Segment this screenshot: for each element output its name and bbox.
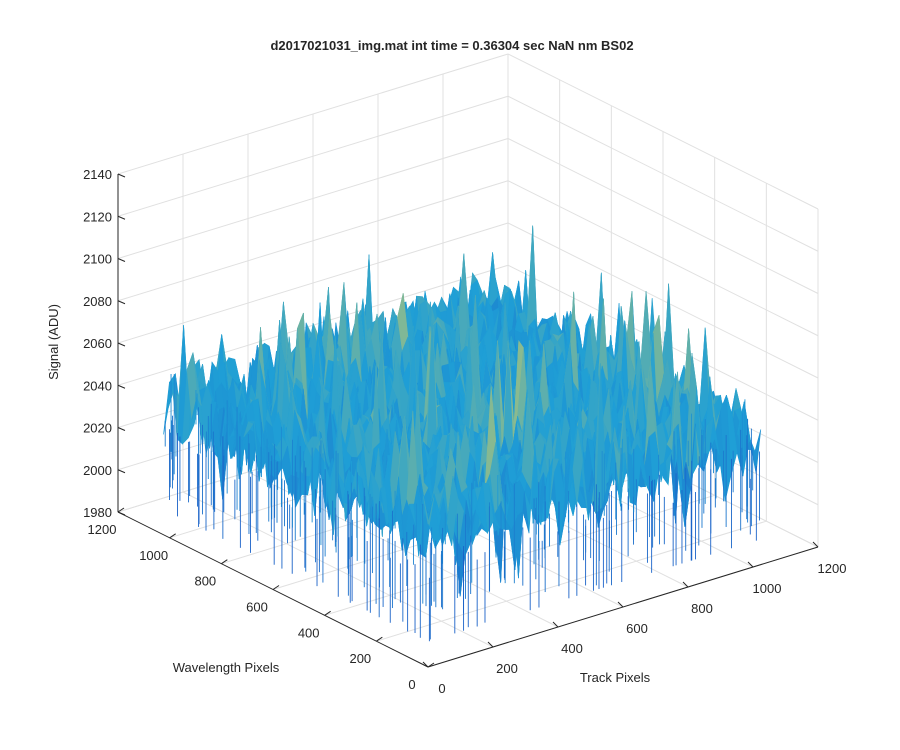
x-tick-label: 1200	[818, 561, 847, 576]
y-tick-label: 800	[194, 574, 216, 589]
z-tick-mark	[117, 215, 126, 220]
floor-grid-line	[376, 520, 767, 642]
z-tick-mark	[117, 258, 126, 262]
surface-plot	[163, 225, 762, 642]
x-tick-mark	[487, 641, 494, 648]
x-tick-mark	[552, 621, 559, 628]
x-tick-mark	[422, 661, 429, 668]
x-axis-label: Track Pixels	[580, 670, 651, 685]
y-tick-mark	[427, 662, 435, 668]
surface-patch	[423, 495, 435, 526]
wall-grid-line	[117, 222, 509, 344]
y-tick-mark	[169, 533, 176, 539]
wall-grid-line	[507, 95, 819, 252]
z-tick-label: 1980	[83, 505, 112, 520]
z-tick-label: 2000	[83, 463, 112, 478]
y-tick-label: 400	[298, 625, 320, 640]
y-tick-label: 1200	[88, 522, 117, 537]
x-tick-mark	[682, 581, 689, 588]
tick-labels: 0 200 400 600 800 1000 1200 0 200 400 600 800 1000 12…	[83, 167, 846, 696]
z-axis-label: Signal (ADU)	[46, 304, 61, 380]
x-tick-label: 200	[496, 661, 518, 676]
z-tick-mark	[117, 342, 126, 347]
x-tick-mark	[812, 541, 819, 548]
wall-grid-line	[507, 264, 819, 421]
z-tick-mark	[117, 384, 126, 389]
z-tick-label: 2060	[83, 336, 112, 351]
wall-grid-line	[507, 222, 819, 379]
y-tick-mark	[272, 585, 280, 590]
y-axis-label: Wavelength Pixels	[173, 660, 280, 675]
x-tick-label: 0	[438, 681, 445, 696]
y-tick-label: 1000	[139, 548, 168, 563]
wall-grid-line	[507, 53, 819, 210]
chart-title: d2017021031_img.mat int time = 0.36304 s…	[270, 38, 633, 53]
x-tick-label: 1000	[753, 581, 782, 596]
y-tick-mark	[324, 610, 331, 616]
y-tick-mark	[117, 507, 125, 513]
z-tick-label: 2120	[83, 209, 112, 224]
x-tick-label: 600	[626, 621, 648, 636]
y-tick-label: 600	[246, 600, 268, 615]
wall-grid-line	[117, 53, 509, 175]
wall-grid-line	[117, 180, 509, 302]
z-tick-label: 2140	[83, 167, 112, 182]
z-tick-label: 2100	[83, 252, 112, 267]
x-tick-label: 800	[691, 601, 713, 616]
x-tick-mark	[747, 561, 754, 568]
y-tick-label: 0	[408, 677, 415, 692]
wall-grid-line	[507, 138, 819, 294]
y-tick-label: 200	[349, 651, 371, 666]
z-tick-label: 2020	[83, 421, 112, 436]
x-tick-label: 400	[561, 641, 583, 656]
wall-grid-line	[507, 180, 819, 337]
x-tick-mark	[617, 601, 624, 608]
z-tick-mark	[117, 511, 126, 516]
y-tick-mark	[221, 559, 228, 565]
wall-grid-line	[117, 95, 509, 217]
z-tick-mark	[117, 427, 126, 431]
z-tick-label: 2040	[83, 378, 112, 393]
z-tick-label: 2080	[83, 294, 112, 309]
z-tick-mark	[117, 300, 126, 305]
wall-grid-line	[117, 138, 509, 259]
y-tick-mark	[376, 636, 383, 642]
z-tick-mark	[117, 469, 126, 474]
z-tick-mark	[117, 173, 126, 178]
